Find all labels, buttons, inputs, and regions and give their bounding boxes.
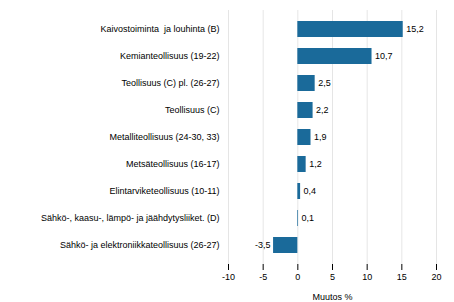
svg-text:Metsäteollisuus (16-17): Metsäteollisuus (16-17) <box>126 159 220 169</box>
svg-text:20: 20 <box>431 272 441 282</box>
svg-text:15: 15 <box>397 272 407 282</box>
svg-text:1,9: 1,9 <box>314 132 327 142</box>
svg-text:5: 5 <box>330 272 335 282</box>
svg-text:-10: -10 <box>222 272 235 282</box>
svg-text:2,5: 2,5 <box>318 78 331 88</box>
svg-text:2,2: 2,2 <box>316 105 329 115</box>
svg-text:Elintarviketeollisuus (10-11): Elintarviketeollisuus (10-11) <box>110 186 220 196</box>
svg-text:1,2: 1,2 <box>309 159 322 169</box>
svg-text:Sähkö- ja elektroniikkateollis: Sähkö- ja elektroniikkateollisuus (26-27… <box>60 240 220 250</box>
svg-text:Sähkö-, kaasu-, lämpö- ja jääh: Sähkö-, kaasu-, lämpö- ja jäähdytysliike… <box>41 213 220 223</box>
svg-text:-5: -5 <box>259 272 267 282</box>
svg-text:0,4: 0,4 <box>304 186 317 196</box>
svg-text:10: 10 <box>362 272 372 282</box>
svg-text:10,7: 10,7 <box>375 51 393 61</box>
svg-text:0,1: 0,1 <box>302 213 315 223</box>
svg-text:Kaivostoiminta ja louhinta (B: Kaivostoiminta ja louhinta (B) <box>100 24 219 34</box>
svg-text:Kemianteollisuus (19-22): Kemianteollisuus (19-22) <box>120 51 220 61</box>
svg-text:Teollisuus (C) pl. (26-27): Teollisuus (C) pl. (26-27) <box>121 78 219 88</box>
svg-text:Muutos %: Muutos % <box>312 292 352 302</box>
svg-text:-3,5: -3,5 <box>255 240 271 250</box>
svg-text:15,2: 15,2 <box>406 24 424 34</box>
svg-text:Teollisuus (C): Teollisuus (C) <box>165 105 220 115</box>
svg-text:0: 0 <box>295 272 300 282</box>
svg-text:Metalliteollisuus (24-30, 33): Metalliteollisuus (24-30, 33) <box>109 132 219 142</box>
